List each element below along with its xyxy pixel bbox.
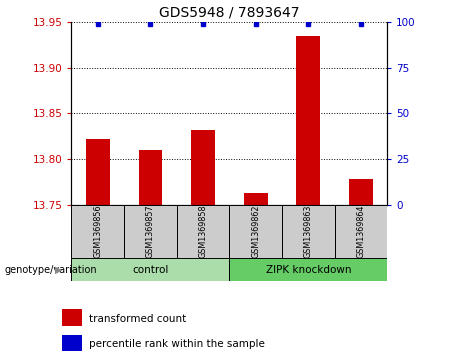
Bar [229,258,387,281]
Bar [296,36,320,205]
Bar [71,258,230,281]
Bar [177,205,229,258]
Text: GSM1369856: GSM1369856 [93,205,102,258]
Text: GSM1369864: GSM1369864 [356,205,366,258]
Text: transformed count: transformed count [89,314,186,324]
Text: GSM1369863: GSM1369863 [304,205,313,258]
Text: GSM1369862: GSM1369862 [251,205,260,258]
Bar [229,205,282,258]
Bar [282,205,335,258]
Bar [139,150,162,205]
Text: genotype/variation: genotype/variation [5,265,97,274]
Text: ZIPK knockdown: ZIPK knockdown [266,265,351,274]
Title: GDS5948 / 7893647: GDS5948 / 7893647 [159,5,300,19]
Bar [71,205,124,258]
Text: GSM1369857: GSM1369857 [146,205,155,258]
Text: percentile rank within the sample: percentile rank within the sample [89,339,265,349]
Bar [191,130,215,205]
Bar [244,193,267,205]
Bar [349,179,373,205]
Text: control: control [132,265,169,274]
Bar [62,335,82,351]
Bar [62,309,82,326]
Bar [124,205,177,258]
Text: GSM1369858: GSM1369858 [199,205,207,258]
Bar [335,205,387,258]
Text: ▶: ▶ [55,265,62,274]
Bar [86,139,110,205]
